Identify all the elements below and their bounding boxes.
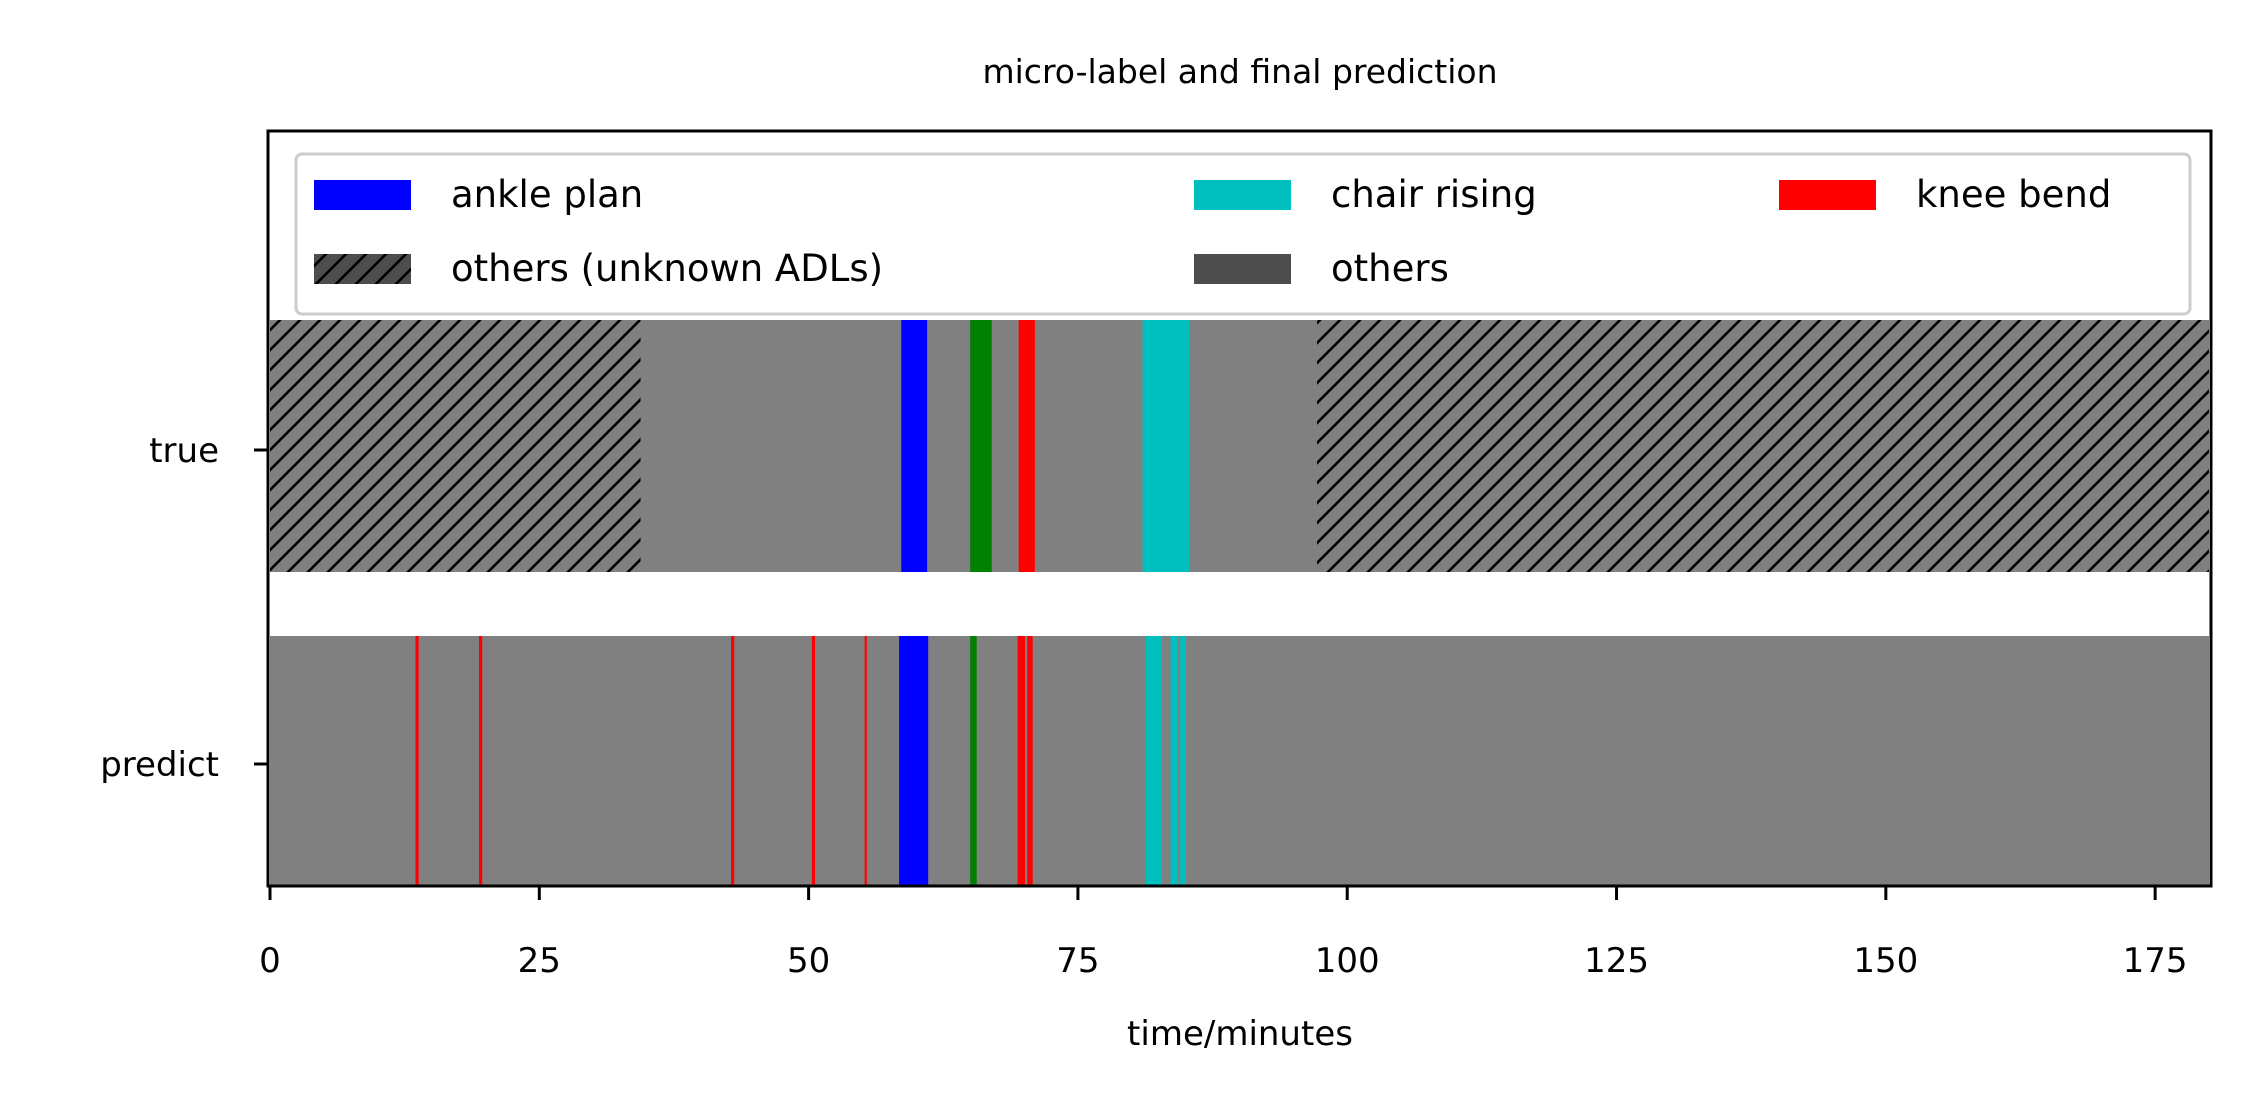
y-tick-label-predict: predict [100,745,219,785]
segment-true-4 [1142,320,1190,572]
legend-label-3: others [1331,247,1449,290]
segment-predict-1 [478,636,483,886]
segment-predict-8 [1027,636,1033,886]
legend: ankle plan others (unknown ADLs) chair ris… [294,152,2192,316]
legend-label-1: others (unknown ADLs) [451,247,883,290]
legend-swatch-2 [1194,180,1291,210]
x-tick-label-125: 125 [1584,941,1649,981]
legend-swatch-hatch-1 [314,254,411,284]
x-tick-label-150: 150 [1853,941,1918,981]
segment-predict-11 [1180,636,1186,886]
segment-predict-6 [970,636,977,886]
x-tick-label-50: 50 [787,941,830,981]
legend-label-4: knee bend [1916,173,2111,216]
segment-hatch-true-0 [270,320,641,572]
legend-frame [294,152,2192,316]
legend-label-0: ankle plan [451,173,643,216]
y-axis: true predict [100,431,268,785]
segment-predict-10 [1170,636,1179,886]
x-tick-label-25: 25 [518,941,561,981]
legend-swatch-4 [1779,180,1876,210]
legend-swatch-3 [1194,254,1291,284]
segment-hatch-true-5 [1317,320,2209,572]
x-tick-label-75: 75 [1056,941,1099,981]
segment-predict-7 [1017,636,1026,886]
x-tick-label-175: 175 [2123,941,2188,981]
y-tick-label-true: true [149,431,219,471]
segment-predict-0 [415,636,419,886]
segment-layer [270,320,2209,886]
segment-predict-4 [864,636,867,886]
plot-frame [266,129,2213,888]
segment-predict-5 [899,636,929,886]
legend-swatch-0 [314,180,411,210]
plot-area [270,320,2209,886]
segment-predict-9 [1145,636,1162,886]
x-tick-label-100: 100 [1315,941,1380,981]
chart-title: micro-label and final prediction [982,52,1497,91]
segment-predict-2 [731,636,735,886]
segment-true-1 [901,320,928,572]
row-background-predict [270,636,2209,886]
x-axis: 0 25 50 75 100 125 150 175 [259,886,2188,981]
segment-predict-3 [811,636,816,886]
legend-entries: ankle plan others (unknown ADLs) chair ris… [314,173,2111,290]
x-axis-label: time/minutes [1127,1014,1353,1054]
x-tick-label-0: 0 [259,941,281,981]
legend-label-2: chair rising [1331,173,1537,216]
segment-true-3 [1018,320,1035,572]
segment-true-2 [970,320,992,572]
